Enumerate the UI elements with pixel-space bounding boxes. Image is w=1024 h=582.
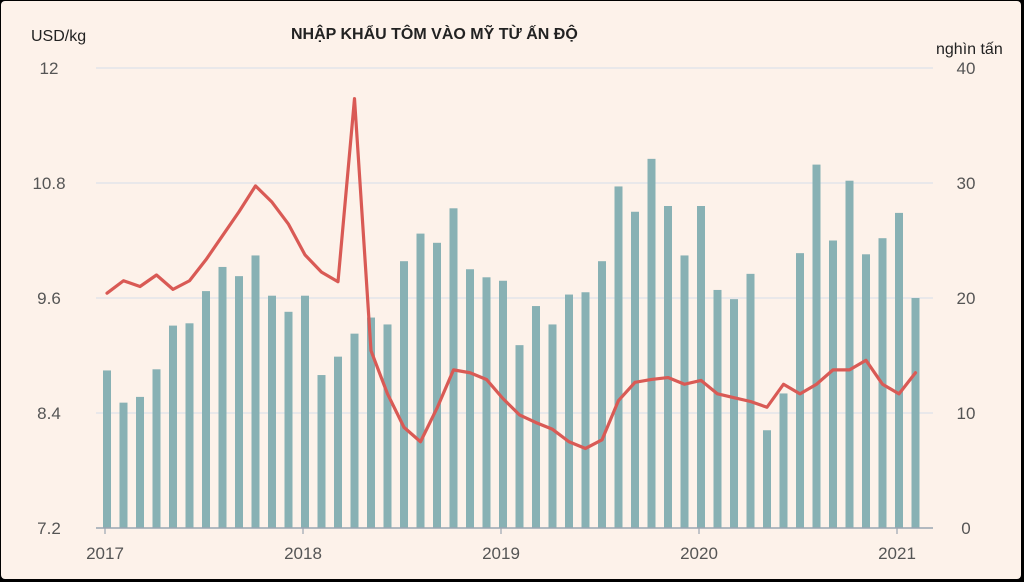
y-left-tick-label: 9.6 xyxy=(37,289,61,308)
bar xyxy=(812,164,821,528)
bar xyxy=(251,255,260,528)
y-right-tick-label: 10 xyxy=(957,404,976,423)
bar xyxy=(334,356,342,528)
y-left-tick-label: 12 xyxy=(40,59,59,78)
bar xyxy=(202,291,210,528)
bar xyxy=(730,299,738,528)
x-tick-label: 2019 xyxy=(482,544,520,563)
bar xyxy=(119,402,128,528)
bar-series xyxy=(103,158,920,529)
y-right-axis-label: nghìn tấn xyxy=(936,41,1003,58)
bar xyxy=(614,186,623,528)
bar xyxy=(367,317,375,528)
bar xyxy=(581,292,590,528)
axes: 12 10.8 9.6 8.4 7.2 40 30 20 10 0 2017 2018 2019 2020… xyxy=(32,59,975,563)
bar xyxy=(763,430,771,528)
bar xyxy=(548,324,557,528)
bar xyxy=(862,254,870,529)
bar xyxy=(911,298,920,528)
bar xyxy=(400,261,408,528)
bar xyxy=(713,289,722,528)
bar xyxy=(185,323,194,528)
bar xyxy=(449,208,458,529)
bar xyxy=(301,295,309,528)
x-tick-label: 2021 xyxy=(878,544,916,563)
bar xyxy=(598,261,606,528)
x-tick-label: 2018 xyxy=(284,544,322,563)
bar xyxy=(169,325,177,528)
bar xyxy=(152,369,161,528)
y-left-tick-label: 8.4 xyxy=(37,404,61,423)
bar xyxy=(532,306,540,528)
bar xyxy=(779,393,788,528)
bar xyxy=(796,253,804,528)
line-series xyxy=(105,97,918,451)
bar xyxy=(317,375,326,528)
bar xyxy=(416,233,425,528)
y-left-tick-label: 10.8 xyxy=(32,174,65,193)
bar xyxy=(631,211,639,528)
x-tick-label: 2017 xyxy=(86,544,124,563)
bar xyxy=(466,269,474,528)
bar xyxy=(499,280,507,528)
y-left-tick-label: 7.2 xyxy=(37,519,61,538)
bar xyxy=(136,396,144,528)
bar xyxy=(383,324,392,528)
y-right-tick-label: 0 xyxy=(961,519,970,538)
bar xyxy=(895,212,903,528)
bar xyxy=(515,345,524,528)
bar xyxy=(680,255,689,528)
bar xyxy=(664,206,672,528)
chart-title: NHẬP KHẨU TÔM VÀO MỸ TỪ ẤN ĐỘ xyxy=(291,23,578,43)
bar xyxy=(565,294,573,528)
bar xyxy=(350,333,359,528)
bar xyxy=(103,370,111,528)
x-tick-label: 2020 xyxy=(680,544,718,563)
y-right-tick-label: 30 xyxy=(957,174,976,193)
bar xyxy=(268,295,276,528)
bar xyxy=(845,180,854,528)
bar xyxy=(284,311,293,528)
bar xyxy=(482,277,491,528)
bar xyxy=(647,158,656,528)
bar xyxy=(218,266,227,528)
bar xyxy=(433,242,441,529)
y-right-tick-label: 40 xyxy=(957,59,976,78)
bar xyxy=(829,240,837,528)
bar xyxy=(235,276,243,528)
price-line xyxy=(105,97,918,451)
y-right-tick-label: 20 xyxy=(957,289,976,308)
bar xyxy=(697,206,705,528)
y-left-axis-label: USD/kg xyxy=(31,28,86,45)
